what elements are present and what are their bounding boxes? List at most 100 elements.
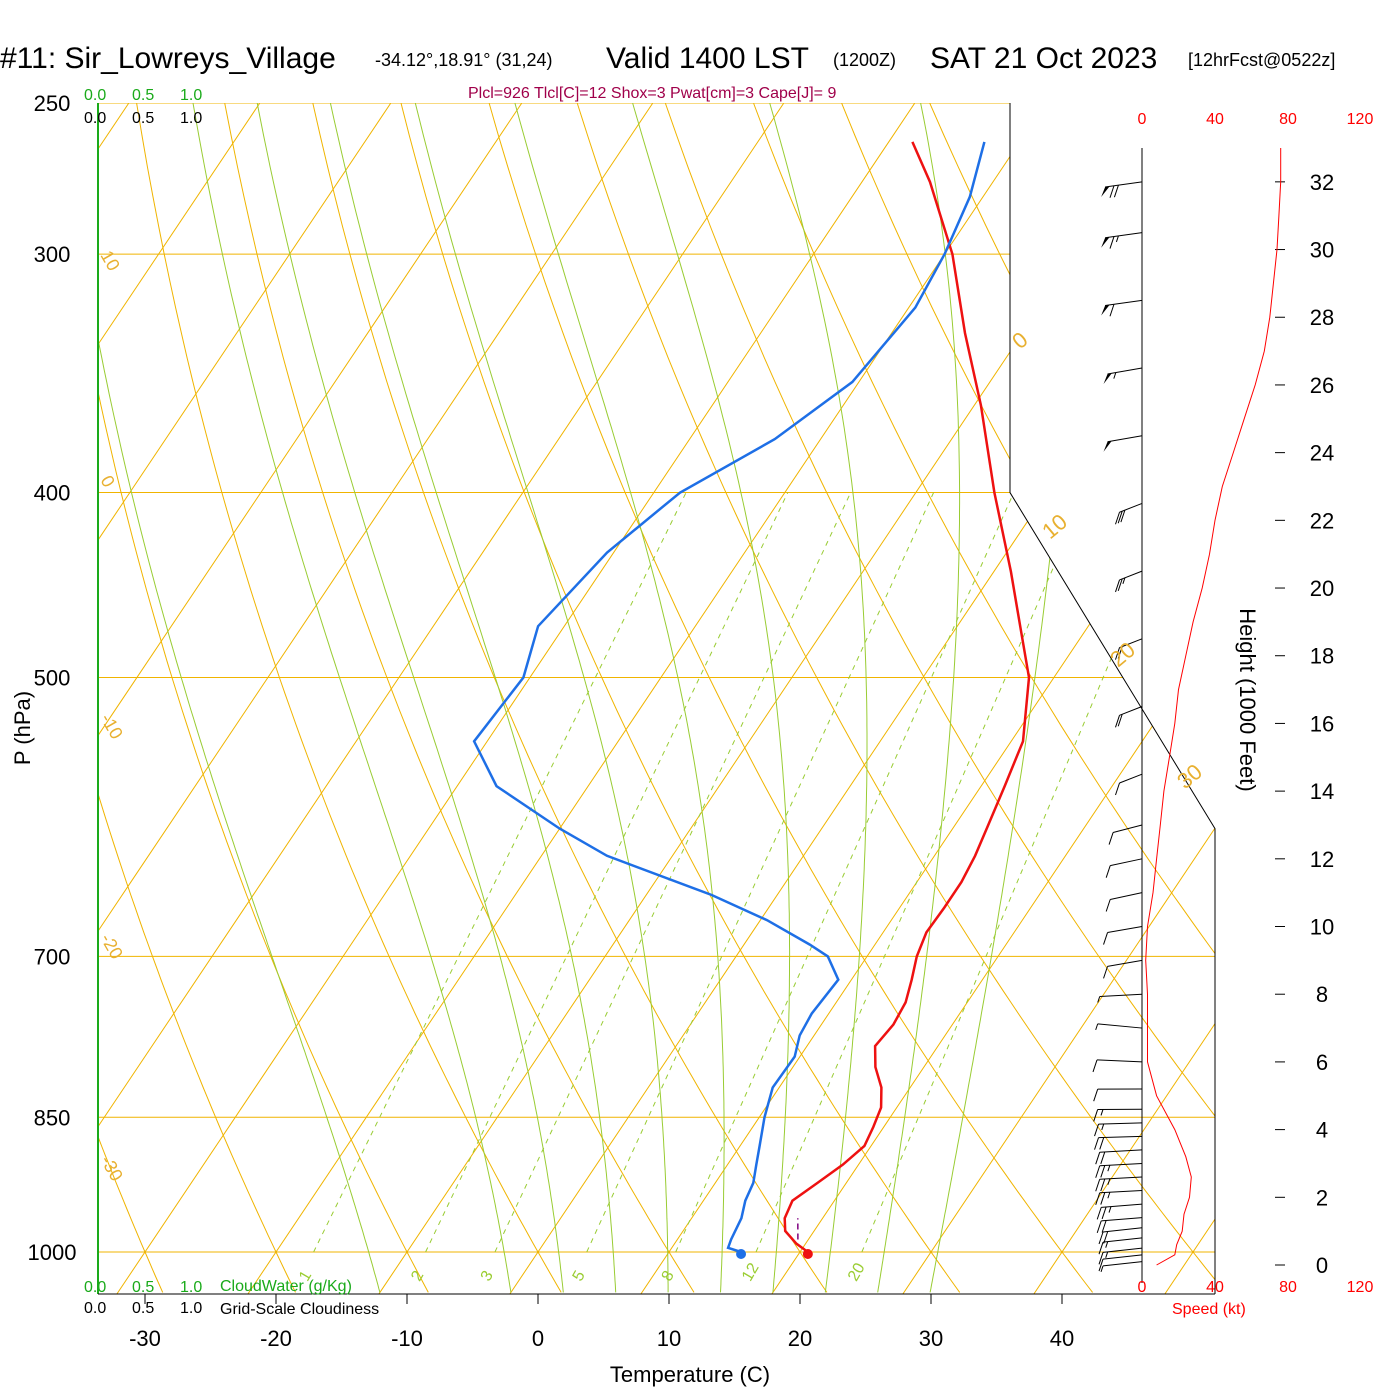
dewpoint-line bbox=[472, 141, 986, 1254]
dry-adiabat-line bbox=[305, 103, 828, 1293]
moist-adiabat-line bbox=[189, 103, 512, 1293]
wind-barb-feather bbox=[1098, 1231, 1104, 1245]
cloud-scale-tick-label: 0.5 bbox=[132, 110, 154, 127]
mixing-ratio-line bbox=[675, 492, 1015, 1253]
x-tick-label: 40 bbox=[1050, 1326, 1074, 1351]
height-tick-label: 24 bbox=[1310, 441, 1334, 466]
height-tick-label: 4 bbox=[1316, 1118, 1328, 1143]
wind-barb-feather bbox=[1095, 1152, 1101, 1165]
height-tick-label: 28 bbox=[1310, 305, 1334, 330]
height-tick-label: 14 bbox=[1310, 779, 1334, 804]
wind-barb-staff bbox=[1102, 1247, 1143, 1253]
dry-adiabat-line bbox=[479, 103, 1093, 1293]
height-tick-label: 6 bbox=[1316, 1050, 1328, 1075]
height-tick-label: 22 bbox=[1310, 508, 1334, 533]
height-tick-label: 0 bbox=[1316, 1253, 1328, 1278]
moist-adiabat-line bbox=[877, 103, 961, 1293]
wind-barb-half-feather bbox=[1097, 996, 1101, 1003]
isotherm-label: 0 bbox=[97, 472, 119, 491]
wind-barb bbox=[1094, 1135, 1143, 1150]
wind-barb-feather bbox=[1117, 714, 1123, 727]
wind-barb bbox=[1100, 1261, 1143, 1273]
wind-barb bbox=[1098, 1247, 1143, 1265]
pressure-tick-label: 700 bbox=[34, 944, 71, 969]
wind-barb-feather bbox=[1094, 1123, 1100, 1137]
wind-barb-feather bbox=[1101, 1220, 1107, 1233]
wind-barb bbox=[1115, 502, 1143, 525]
dry-adiabat-line bbox=[0, 69, 30, 1292]
wind-barb-staff bbox=[1101, 1203, 1143, 1208]
wind-barb-feather bbox=[1092, 1059, 1098, 1073]
x-axis-label: Temperature (C) bbox=[610, 1362, 770, 1387]
wind-barb-half-feather bbox=[1115, 235, 1119, 243]
clipped-lines bbox=[0, 69, 1215, 1294]
chart-date: SAT 21 Oct 2023 bbox=[930, 42, 1157, 75]
mixing-ratio-label: 12 bbox=[739, 1260, 763, 1284]
wind-barb-half-feather bbox=[1107, 1192, 1111, 1199]
mixing-ratio-label: 2 bbox=[408, 1268, 427, 1284]
dry-adiabat-line bbox=[740, 103, 1215, 1293]
wind-barb-feather bbox=[1095, 1165, 1101, 1178]
wind-barb-feather bbox=[1101, 1206, 1107, 1220]
pressure-tick-label: 400 bbox=[34, 481, 71, 506]
wind-barb-half-feather bbox=[1108, 1206, 1112, 1213]
wind-barb bbox=[1103, 435, 1143, 452]
wind-barb bbox=[1101, 299, 1143, 317]
wind-barb-staff bbox=[1107, 435, 1143, 443]
wind-barb bbox=[1092, 1059, 1143, 1073]
wind-barb-staff bbox=[1098, 1122, 1143, 1125]
wind-barb-feather bbox=[1103, 932, 1109, 945]
mixing-ratio-line bbox=[861, 492, 1182, 1253]
wind-barb bbox=[1105, 892, 1143, 912]
wind-barb-staff bbox=[1105, 299, 1143, 306]
height-tick-label: 2 bbox=[1316, 1185, 1328, 1210]
mixing-ratio-label: 3 bbox=[478, 1268, 497, 1284]
wind-barb-feather bbox=[1098, 1242, 1104, 1255]
wind-barb-staff bbox=[1102, 1227, 1143, 1233]
dry-adiabat-line bbox=[653, 103, 1215, 1293]
chart-labels: #11: Sir_Lowreys_Village -34.12°,18.91° … bbox=[0, 42, 1373, 1387]
background-lines bbox=[0, 69, 1216, 1304]
cloud-scale-tick-label: 1.0 bbox=[180, 1300, 202, 1317]
dry-adiabat-line bbox=[392, 103, 961, 1293]
wind-barb bbox=[1095, 1023, 1143, 1031]
wind-barb-half-feather bbox=[1101, 1123, 1105, 1131]
dry-adiabat-line bbox=[217, 103, 695, 1293]
wind-barb bbox=[1115, 638, 1143, 660]
pressure-tick-label: 300 bbox=[34, 242, 71, 267]
x-tick-label: 0 bbox=[532, 1326, 544, 1351]
dry-adiabat-line bbox=[98, 103, 164, 1293]
wind-barb-staff bbox=[1102, 1254, 1143, 1260]
height-tick-label: 32 bbox=[1310, 170, 1334, 195]
wind-barb-half-feather bbox=[1113, 372, 1117, 379]
cloud-scale-tick-label: 0.0 bbox=[84, 1279, 106, 1296]
wind-barb-feather bbox=[1096, 1207, 1102, 1220]
cloud-scale-tick-label: 0.0 bbox=[84, 87, 106, 104]
speed-tick-label-top: 0 bbox=[1138, 111, 1147, 128]
stability-indices: Plcl=926 Tlcl[C]=12 Shox=3 Pwat[cm]=3 Ca… bbox=[468, 85, 836, 102]
cloud-scale-tick-label: 0.0 bbox=[84, 1300, 106, 1317]
wind-barb bbox=[1101, 181, 1143, 198]
isotherm-line bbox=[771, 103, 1215, 1294]
wind-barb bbox=[1098, 1227, 1143, 1245]
wind-barb bbox=[1095, 1162, 1143, 1178]
wind-barb-feather bbox=[1115, 782, 1120, 796]
wind-barb-staff bbox=[1107, 926, 1143, 934]
wind-barb bbox=[1115, 570, 1143, 593]
isotherm-line bbox=[98, 103, 261, 1294]
chart-location-coords: -34.12°,18.91° (31,24) bbox=[375, 50, 553, 70]
mixing-ratio-line bbox=[755, 492, 1087, 1253]
wind-barb-flag bbox=[1103, 373, 1112, 385]
wind-barb-feather bbox=[1103, 966, 1109, 979]
wind-barb bbox=[1105, 858, 1143, 878]
speed-axis-label: Speed (kt) bbox=[1172, 1301, 1246, 1318]
speed-tick-label-bottom: 120 bbox=[1347, 1279, 1374, 1296]
x-tick-label: -20 bbox=[260, 1326, 292, 1351]
wind-panel bbox=[1092, 148, 1285, 1283]
wind-barb-staff bbox=[1119, 570, 1143, 581]
isotherm-line bbox=[1164, 103, 1215, 1294]
cloud-scale-tick-label: 0.0 bbox=[84, 110, 106, 127]
height-tick-label: 8 bbox=[1316, 982, 1328, 1007]
height-tick-label: 18 bbox=[1310, 644, 1334, 669]
